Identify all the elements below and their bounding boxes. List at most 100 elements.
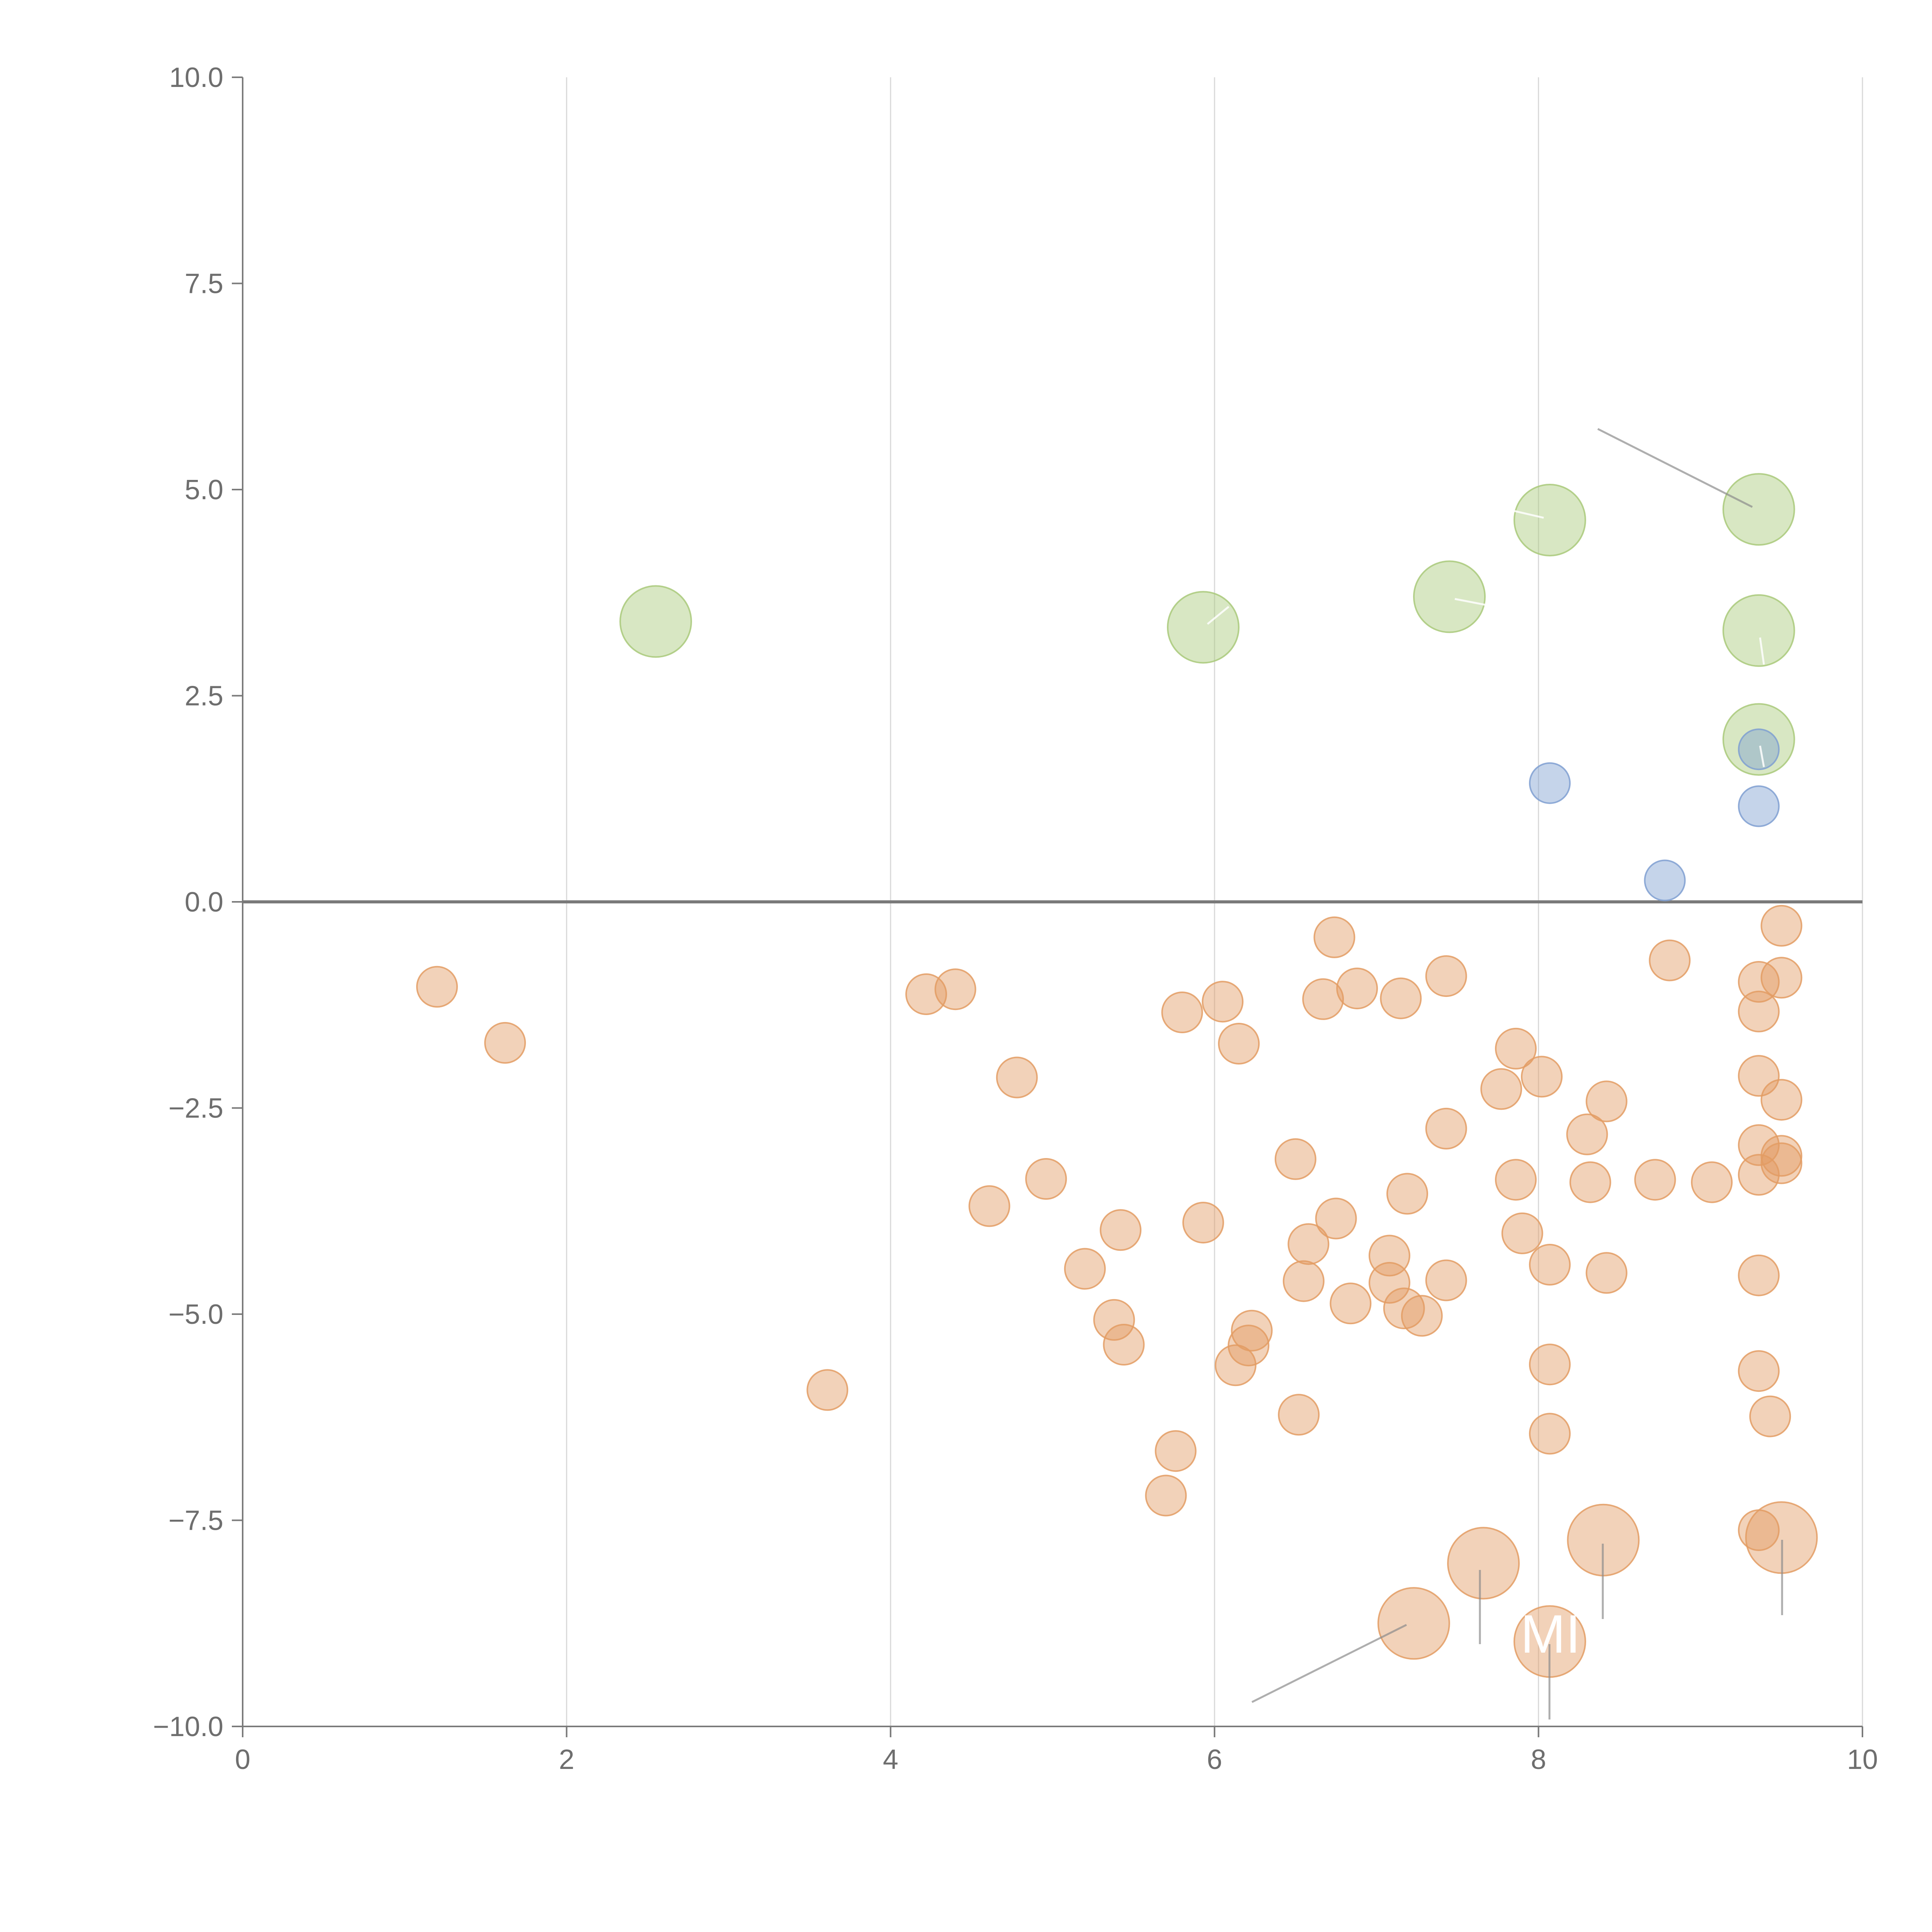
leader-line xyxy=(1597,428,1753,508)
data-point-orange xyxy=(1278,1394,1320,1436)
x-tick-label: 0 xyxy=(235,1744,250,1775)
data-point-orange xyxy=(1480,1068,1522,1110)
y-tick-label: −2.5 xyxy=(168,1093,223,1124)
data-point-orange xyxy=(1401,1295,1443,1337)
data-point-orange xyxy=(806,1369,849,1411)
data-point-orange xyxy=(1064,1248,1106,1290)
data-point-orange xyxy=(1368,1262,1410,1304)
data-point-orange xyxy=(1738,1350,1780,1392)
data-point-orange xyxy=(1425,1259,1467,1301)
data-point-orange xyxy=(1313,916,1355,958)
y-tick-label: 10.0 xyxy=(169,62,223,93)
y-tick-label: 2.5 xyxy=(185,681,223,712)
data-point-orange xyxy=(1202,981,1244,1023)
y-tick-label: 0.0 xyxy=(185,887,223,918)
data-point-green xyxy=(1722,473,1795,546)
data-point-orange xyxy=(934,968,976,1010)
x-tick-label: 2 xyxy=(559,1744,574,1775)
data-point-orange xyxy=(1495,1159,1537,1201)
data-point-orange xyxy=(1738,1254,1780,1296)
data-point-blue xyxy=(1738,785,1780,827)
data-point-green xyxy=(619,585,692,658)
data-point-orange xyxy=(1218,1023,1260,1065)
axes: 0 2 4 6 8 10 10.0 7.5 5.0 2.5 0.0 −2.5 −5.0 −7.5 −10.0 xyxy=(153,62,1878,1775)
data-point-orange xyxy=(1521,1056,1563,1098)
x-tick-label: 6 xyxy=(1207,1744,1222,1775)
data-point-green xyxy=(1167,591,1240,664)
y-tick-label: 5.0 xyxy=(185,474,223,505)
data-point-blue xyxy=(1644,859,1686,901)
y-tick-label: −7.5 xyxy=(168,1505,223,1536)
data-point-blue xyxy=(1529,762,1571,804)
data-point-orange xyxy=(1330,1282,1372,1325)
data-point-orange xyxy=(1302,978,1344,1020)
y-tick-label: −10.0 xyxy=(153,1711,223,1742)
data-point-orange xyxy=(1529,1413,1571,1455)
leader-line xyxy=(1759,745,1765,767)
data-point-green xyxy=(1513,484,1586,556)
data-point-orange xyxy=(1425,955,1467,997)
leader-line xyxy=(1207,606,1230,625)
data-point-orange xyxy=(416,966,458,1008)
data-point-blue xyxy=(1738,728,1780,770)
data-point-orange xyxy=(968,1185,1010,1227)
data-point-orange xyxy=(1155,1430,1197,1472)
data-point-orange xyxy=(1274,1138,1316,1180)
data-point-orange xyxy=(1760,957,1803,999)
data-point-orange xyxy=(1529,1244,1571,1286)
data-point-orange xyxy=(1495,1027,1537,1070)
data-point-green xyxy=(1722,594,1795,667)
data-point-orange xyxy=(1738,1055,1780,1097)
data-point-orange xyxy=(1760,905,1803,947)
data-point-orange xyxy=(996,1056,1038,1099)
leader-line xyxy=(1507,508,1544,519)
data-point-orange xyxy=(1182,1202,1224,1244)
data-point-orange xyxy=(1231,1310,1273,1352)
data-point-orange-large xyxy=(1377,1587,1450,1660)
data-point-orange xyxy=(1738,990,1780,1032)
data-point-orange xyxy=(1585,1080,1628,1122)
data-point-orange xyxy=(1386,1173,1428,1215)
data-point-orange xyxy=(484,1022,526,1064)
leader-line xyxy=(1759,637,1765,665)
data-point-orange xyxy=(1738,961,1780,1003)
data-point-orange xyxy=(1760,1079,1803,1121)
data-point-orange xyxy=(1691,1161,1733,1203)
x-tick-label: 8 xyxy=(1531,1744,1546,1775)
data-points xyxy=(416,473,1818,1678)
data-point-orange xyxy=(1161,992,1203,1033)
x-tick-label: 4 xyxy=(883,1744,898,1775)
data-point-orange xyxy=(1228,1325,1270,1367)
x-tick-label: 10 xyxy=(1847,1744,1878,1775)
data-point-orange xyxy=(1025,1158,1067,1200)
data-point-orange-large xyxy=(1447,1527,1520,1600)
annotation-label: MI xyxy=(1520,1604,1581,1664)
data-point-orange xyxy=(1760,1142,1803,1184)
data-point-orange xyxy=(1425,1107,1467,1150)
data-point-orange xyxy=(1287,1223,1330,1265)
data-point-orange xyxy=(1103,1324,1145,1366)
data-point-orange xyxy=(1501,1212,1543,1254)
data-point-orange xyxy=(1634,1159,1676,1201)
data-point-orange xyxy=(1738,1124,1780,1166)
data-point-orange xyxy=(1566,1113,1608,1155)
annotations: MI xyxy=(1207,428,1783,1719)
data-point-orange xyxy=(1093,1299,1135,1341)
data-point-orange xyxy=(1649,939,1691,981)
data-point-orange xyxy=(1585,1252,1628,1294)
data-point-orange xyxy=(1100,1209,1142,1251)
data-point-orange xyxy=(1315,1197,1357,1240)
data-point-orange xyxy=(1380,977,1422,1019)
data-point-orange xyxy=(1569,1161,1611,1203)
data-point-orange xyxy=(1383,1287,1425,1330)
data-point-orange xyxy=(1749,1395,1791,1437)
data-point-orange xyxy=(1738,1154,1780,1196)
leader-line xyxy=(1251,1624,1407,1703)
data-point-orange xyxy=(1529,1344,1571,1386)
leader-line xyxy=(1454,598,1511,611)
data-point-orange xyxy=(1282,1260,1325,1302)
y-tick-label: −5.0 xyxy=(168,1299,223,1330)
data-point-green xyxy=(1413,560,1486,633)
data-point-orange xyxy=(1214,1344,1257,1386)
